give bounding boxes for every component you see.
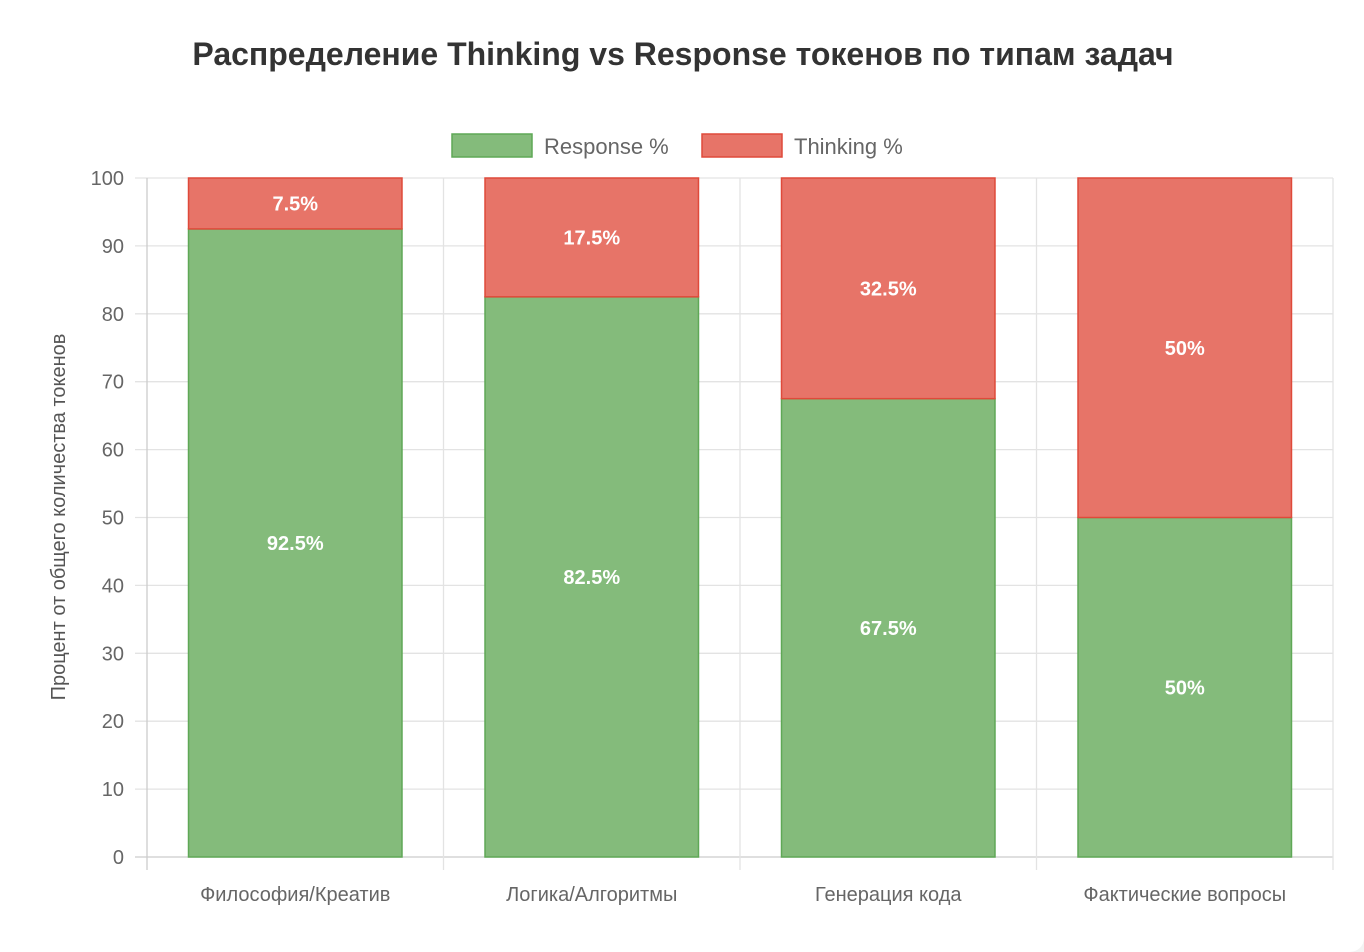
- y-tick-label: 0: [113, 847, 124, 869]
- x-tick-label: Логика/Алгоритмы: [506, 884, 677, 906]
- y-tick-label: 70: [102, 372, 124, 394]
- y-tick-label: 50: [102, 508, 124, 530]
- bar-thinking[interactable]: [1077, 177, 1293, 519]
- y-tick-label: 10: [102, 779, 124, 801]
- y-tick-label: 60: [102, 440, 124, 462]
- data-label: 50%: [1165, 677, 1205, 699]
- data-label: 82.5%: [563, 567, 620, 589]
- x-tick-label: Философия/Креатив: [200, 884, 390, 906]
- legend-swatch: [701, 133, 783, 158]
- data-label: 50%: [1165, 338, 1205, 360]
- y-tick-label: 30: [102, 643, 124, 665]
- bar-thinking[interactable]: [780, 177, 996, 400]
- y-axis-label: Процент от общего количества токенов: [48, 334, 70, 701]
- data-label: 92.5%: [267, 533, 324, 555]
- legend-item-thinking[interactable]: Thinking %: [701, 133, 903, 159]
- bar-response[interactable]: [187, 228, 403, 858]
- legend-label: Thinking %: [794, 134, 903, 159]
- chart-title: Распределение Thinking vs Response токен…: [192, 36, 1173, 72]
- y-tick-label: 20: [102, 711, 124, 733]
- x-tick-label: Фактические вопросы: [1083, 884, 1286, 906]
- legend-label: Response %: [544, 134, 669, 159]
- bar-response[interactable]: [1077, 516, 1293, 858]
- data-label: 67.5%: [860, 618, 917, 640]
- legend-swatch: [451, 133, 533, 158]
- bar-thinking[interactable]: [187, 177, 403, 230]
- data-label: 7.5%: [272, 193, 318, 215]
- y-tick-label: 100: [91, 168, 124, 190]
- legend-item-response[interactable]: Response %: [451, 133, 669, 159]
- data-label: 17.5%: [563, 227, 620, 249]
- data-label: 32.5%: [860, 278, 917, 300]
- y-tick-label: 40: [102, 575, 124, 597]
- bar-response[interactable]: [780, 397, 996, 858]
- bar-response[interactable]: [484, 296, 700, 858]
- y-tick-label: 80: [102, 304, 124, 326]
- bar-thinking[interactable]: [484, 177, 700, 298]
- y-tick-label: 90: [102, 236, 124, 258]
- x-tick-label: Генерация кода: [815, 884, 962, 906]
